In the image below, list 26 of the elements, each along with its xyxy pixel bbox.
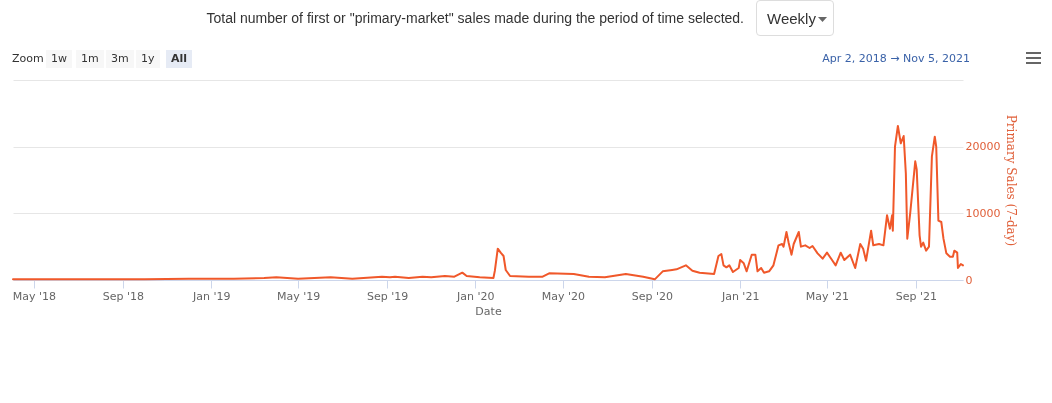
x-tick-label: Sep '21 bbox=[895, 289, 938, 303]
text: 1y bbox=[136, 50, 160, 68]
text: 1m bbox=[76, 50, 104, 68]
x-tick-label: May '18 bbox=[12, 289, 57, 303]
x-tick-label: May '19 bbox=[276, 289, 321, 303]
y-tick-label: 10000 bbox=[965, 206, 1001, 220]
text: Weekly bbox=[767, 10, 816, 27]
x-tick-label: Jan '20 bbox=[456, 289, 495, 303]
x-axis-title: Date bbox=[475, 304, 502, 318]
chart-title: Total number of first or "primary-market" sales made during the period of time selected. bbox=[205, 10, 744, 26]
text: Apr 2, 2018 → Nov 5, 2021 bbox=[822, 51, 970, 67]
x-tick-label: Sep '19 bbox=[366, 289, 409, 303]
text: 3m bbox=[106, 50, 134, 68]
y-tick-label: 0 bbox=[965, 273, 973, 287]
x-tick-label: Jan '19 bbox=[192, 289, 231, 303]
y-tick-label: 20000 bbox=[965, 140, 1001, 154]
x-tick-label: Sep '18 bbox=[102, 289, 145, 303]
text: All bbox=[166, 50, 193, 68]
line-series bbox=[12, 125, 964, 281]
x-tick-label: May '20 bbox=[541, 289, 586, 303]
y-axis-title: Primary Sales (7-day) bbox=[1004, 114, 1019, 247]
x-tick-label: Sep '20 bbox=[631, 289, 674, 303]
x-tick-label: Jan '21 bbox=[720, 289, 760, 303]
text: Zoom bbox=[12, 51, 44, 67]
text: 1w bbox=[46, 50, 72, 68]
x-tick-label: May '21 bbox=[805, 289, 850, 303]
